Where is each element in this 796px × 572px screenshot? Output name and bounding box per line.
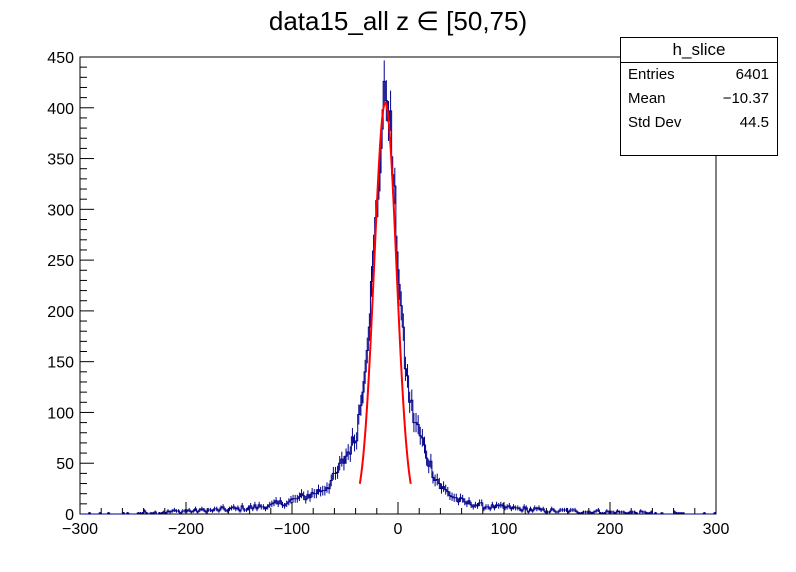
stats-label-mean: Mean — [628, 90, 666, 107]
stats-row-mean: Mean −10.37 — [621, 87, 777, 111]
y-tick-label: 450 — [47, 50, 74, 67]
stats-row-stddev: Std Dev 44.5 — [621, 111, 777, 135]
x-tick-label: −100 — [274, 521, 310, 538]
stats-label-entries: Entries — [628, 66, 675, 83]
y-tick-label: 100 — [47, 405, 74, 422]
y-tick-label: 400 — [47, 101, 74, 118]
x-tick-label: 0 — [394, 521, 403, 538]
stats-value-mean: −10.37 — [722, 90, 769, 107]
y-tick-label: 150 — [47, 355, 74, 372]
y-tick-label: 200 — [47, 304, 74, 321]
x-tick-label: −200 — [168, 521, 204, 538]
x-tick-label: −300 — [62, 521, 98, 538]
y-tick-label: 50 — [56, 456, 74, 473]
x-tick-label: 100 — [491, 521, 518, 538]
y-tick-label: 250 — [47, 253, 74, 270]
stats-value-entries: 6401 — [735, 66, 769, 83]
stats-row-entries: Entries 6401 — [621, 63, 777, 87]
x-tick-label: 200 — [597, 521, 624, 538]
stats-label-stddev: Std Dev — [628, 114, 682, 131]
y-tick-label: 0 — [65, 507, 74, 524]
gaussian-fit-line — [358, 101, 412, 484]
histogram-line — [80, 80, 717, 515]
y-tick-label: 350 — [47, 152, 74, 169]
x-tick-label: 300 — [703, 521, 730, 538]
stats-box-name: h_slice — [621, 38, 777, 63]
y-tick-label: 300 — [47, 202, 74, 219]
stats-value-stddev: 44.5 — [739, 114, 769, 131]
chart-title: data15_all z ∈ [50,75) — [268, 6, 528, 36]
stats-box: h_slice Entries 6401 Mean −10.37 Std Dev… — [620, 37, 778, 156]
